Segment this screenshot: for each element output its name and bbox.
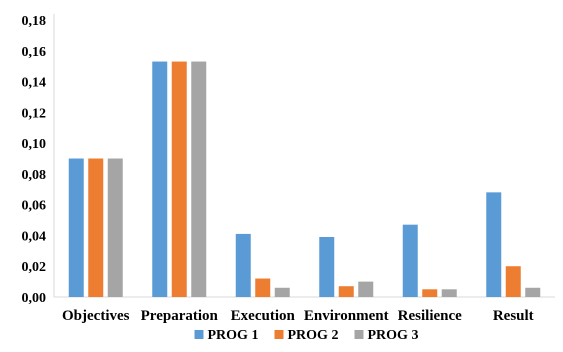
bar-prog-2-environment: [338, 286, 354, 297]
bar-prog-2-resilience: [422, 289, 438, 297]
legend-label: PROG 1: [208, 328, 259, 343]
bar-prog-2-preparation: [171, 61, 187, 297]
legend-label: PROG 2: [288, 328, 339, 343]
legend-swatch: [354, 330, 364, 339]
bar-prog-1-objectives: [68, 158, 84, 297]
bar-prog-2-objectives: [88, 158, 104, 297]
y-tick-label: 0,04: [22, 229, 47, 244]
bar-prog-1-execution: [235, 233, 251, 297]
bar-prog-3-preparation: [191, 61, 207, 297]
x-category-label: Resilience: [398, 308, 462, 324]
x-category-label: Objectives: [62, 308, 130, 324]
bar-prog-1-environment: [319, 236, 335, 297]
bar-prog-1-resilience: [402, 224, 418, 297]
y-tick-label: 0,02: [22, 260, 47, 275]
x-category-label: Result: [493, 308, 534, 324]
bar-prog-2-execution: [255, 278, 271, 297]
bar-prog-3-execution: [274, 287, 290, 297]
x-category-label: Environment: [304, 308, 389, 324]
bar-prog-3-objectives: [107, 158, 123, 297]
bar-prog-3-environment: [358, 281, 374, 297]
x-category-label: Preparation: [141, 308, 219, 324]
y-tick-label: 0,14: [22, 76, 47, 91]
bar-prog-3-result: [525, 287, 541, 297]
y-tick-label: 0,10: [22, 137, 47, 152]
bar-prog-3-resilience: [441, 289, 457, 297]
bar-prog-2-result: [505, 266, 521, 297]
x-category-label: Execution: [231, 308, 296, 324]
y-tick-label: 0,12: [22, 106, 47, 121]
y-tick-label: 0,16: [22, 45, 47, 60]
y-tick-label: 0,00: [22, 291, 47, 306]
y-tick-label: 0,18: [22, 14, 47, 29]
y-tick-label: 0,08: [22, 168, 47, 183]
y-tick-label: 0,06: [22, 199, 47, 214]
legend-swatch: [274, 330, 284, 339]
bar-prog-1-result: [486, 192, 502, 297]
legend-swatch: [194, 330, 204, 339]
bar-prog-1-preparation: [152, 61, 168, 297]
legend-label: PROG 3: [368, 328, 419, 343]
